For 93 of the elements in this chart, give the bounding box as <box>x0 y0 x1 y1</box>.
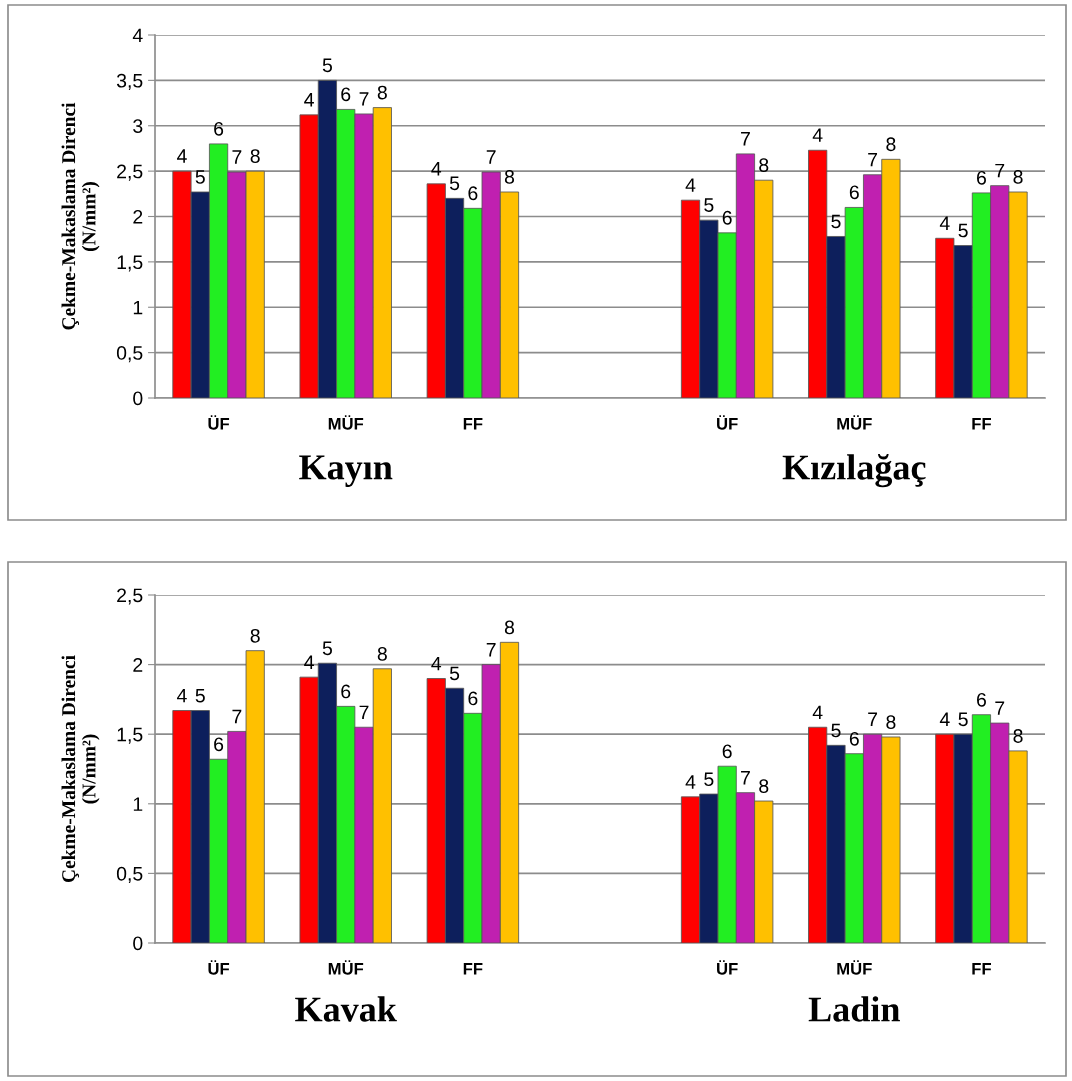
series-label: 7 <box>741 132 750 146</box>
y-tick-label: 1 <box>133 300 143 315</box>
text: 5 <box>449 176 460 191</box>
text: 4 <box>685 178 696 192</box>
y-axis-title: Çekme-Makaslama Direnci (N/mm²) <box>61 655 100 883</box>
text: 6 <box>468 186 478 201</box>
y-tick-label: 1,5 <box>117 255 143 272</box>
series-label: 4 <box>812 128 823 142</box>
text: 6 <box>214 121 224 136</box>
text: 6 <box>849 185 859 200</box>
y-tick-label: 2 <box>133 209 143 224</box>
text: 7 <box>995 163 1005 178</box>
text: 5 <box>958 712 968 727</box>
text: 7 <box>868 712 878 726</box>
text: Kayın <box>299 455 393 487</box>
text: 8 <box>886 715 896 729</box>
text: 8 <box>1013 729 1023 743</box>
text: 5 <box>958 223 968 238</box>
x-tick-label: MÜF <box>328 960 364 975</box>
text: 5 <box>831 723 841 738</box>
text: 5 <box>449 666 460 681</box>
text: 7 <box>232 150 242 164</box>
text: 6 <box>341 684 351 699</box>
y-tick-label: 4 <box>132 28 143 43</box>
series-label: 5 <box>195 170 205 184</box>
x-tick-label: FF <box>463 963 483 975</box>
series-label: 4 <box>176 688 187 703</box>
text: 6 <box>977 692 986 707</box>
text: 4 <box>812 705 823 720</box>
text: 5 <box>831 214 841 229</box>
text: 7 <box>486 150 496 164</box>
text: 6 <box>722 744 732 759</box>
series-label: 8 <box>250 149 260 163</box>
text: 6 <box>849 731 859 746</box>
text: 7 <box>359 705 369 720</box>
text: 8 <box>1013 170 1023 184</box>
x-tick-label: ÜF <box>717 415 738 430</box>
text: 8 <box>759 158 769 172</box>
text: 8 <box>886 137 896 152</box>
y-tick-label: 0 <box>133 391 143 406</box>
text: 4 <box>939 216 950 230</box>
y-tick-label: 2,5 <box>117 588 143 605</box>
text: 8 <box>377 85 387 100</box>
text: 8 <box>504 620 515 635</box>
x-tick-label: MÜF <box>328 415 364 430</box>
text: 4 <box>431 656 442 671</box>
text: 5 <box>322 641 332 656</box>
y-tick-label: 0,5 <box>116 346 143 363</box>
text: 8 <box>759 779 769 793</box>
x-tick-label: ÜF <box>208 415 230 430</box>
x-tick-label: FF <box>463 418 483 430</box>
text: 4 <box>304 655 314 669</box>
text: 7 <box>868 152 878 167</box>
series-label: 7 <box>232 709 242 724</box>
y-tick-label: 2,5 <box>117 164 143 181</box>
text: 5 <box>704 772 714 787</box>
text: 6 <box>722 210 732 225</box>
series-label: 6 <box>977 170 986 185</box>
text: Kavak <box>295 996 397 1022</box>
text: 7 <box>486 643 496 657</box>
y-axis-title: Çekme-Makaslama Direnci (N/mm²) <box>61 102 100 330</box>
text: Kızılağaç <box>782 453 926 488</box>
text: 5 <box>322 58 332 73</box>
series-label: 6 <box>214 737 224 752</box>
text: 4 <box>304 93 314 107</box>
y-tick-label: 0 <box>133 936 143 951</box>
text: 4 <box>176 149 187 163</box>
text: Ladin <box>808 996 900 1022</box>
text: 8 <box>377 646 387 661</box>
x-tick-label: FF <box>972 963 991 975</box>
y-tick-label: 1,5 <box>117 727 143 744</box>
x-tick-label: MÜF <box>837 415 872 430</box>
x-tick-label: FF <box>972 418 991 430</box>
series-label: 5 <box>195 688 205 703</box>
text: 7 <box>359 92 369 106</box>
x-tick-label: MÜF <box>837 960 872 975</box>
text: 7 <box>741 771 750 785</box>
y-tick-label: 3 <box>133 119 143 133</box>
text: 4 <box>431 162 442 176</box>
y-tick-label: 0,5 <box>116 866 143 883</box>
y-tick-label: 1 <box>133 797 143 811</box>
y-tick-label: 2 <box>133 658 143 672</box>
y-tick-label: 3,5 <box>116 73 143 90</box>
x-tick-label: ÜF <box>717 960 738 975</box>
text: 7 <box>995 701 1005 715</box>
text: 4 <box>685 775 696 789</box>
series-label: 8 <box>250 628 260 643</box>
text: 5 <box>704 198 714 212</box>
text: 8 <box>504 170 515 184</box>
text: 6 <box>341 87 351 102</box>
text: 6 <box>468 691 478 706</box>
text: 4 <box>939 712 950 726</box>
x-tick-label: ÜF <box>208 960 230 975</box>
